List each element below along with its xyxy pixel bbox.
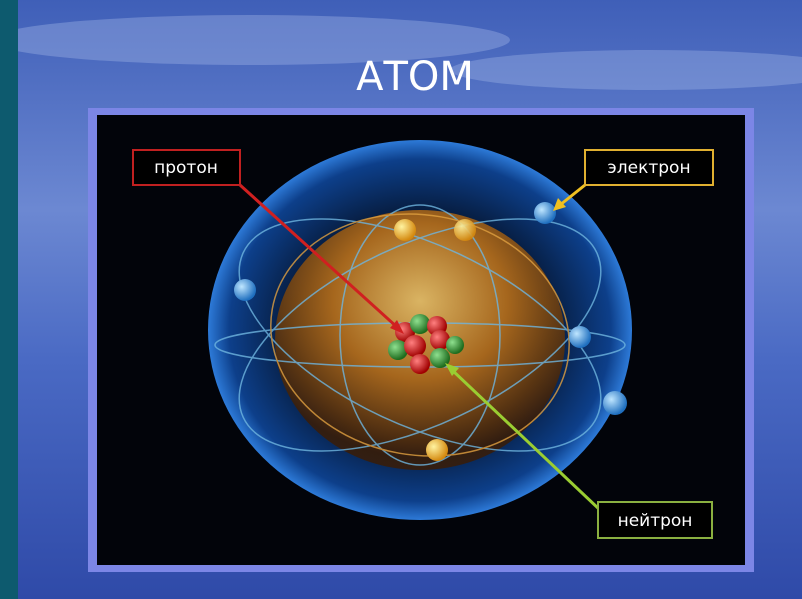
page: АТОМ протон электрон нейтрон (0, 0, 802, 599)
electron (426, 439, 448, 461)
electron (603, 391, 627, 415)
electron (234, 279, 256, 301)
neutron-label: нейтрон (618, 511, 693, 531)
neutron-ball (410, 314, 430, 334)
slide-title: АТОМ (356, 54, 474, 100)
proton-label: протон (154, 158, 218, 178)
side-strip (0, 0, 18, 599)
electron (454, 219, 476, 241)
electron (569, 326, 591, 348)
proton-ball (410, 354, 430, 374)
electron (394, 219, 416, 241)
proton-ball (404, 335, 426, 357)
slide: АТОМ протон электрон нейтрон (0, 0, 802, 599)
electron-label: электрон (607, 158, 690, 178)
electron (534, 202, 556, 224)
neutron-ball (446, 336, 464, 354)
